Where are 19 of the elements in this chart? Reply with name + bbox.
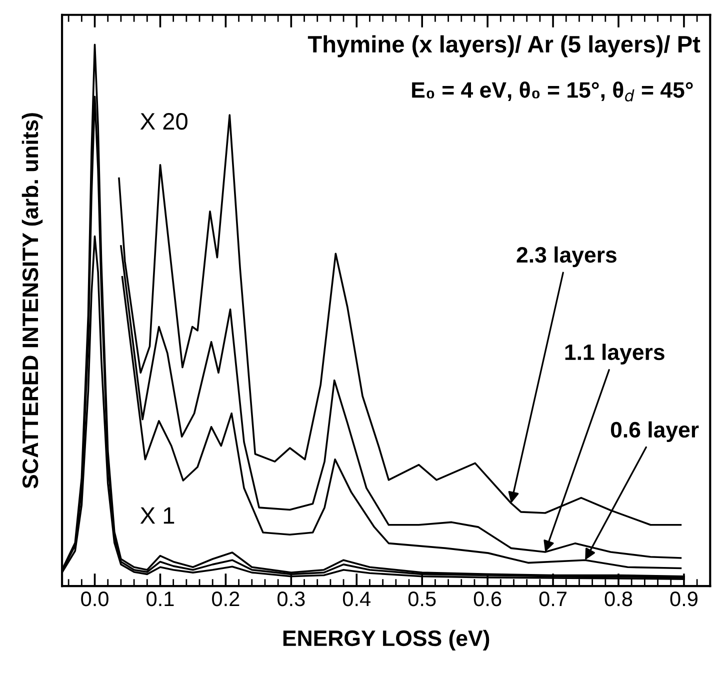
x-axis-title: ENERGY LOSS (eV) [283, 630, 490, 651]
x-tick-label: 0.5 [408, 592, 436, 606]
x-tick-label: 0.6 [474, 592, 502, 606]
annotation: 2.3 layers [516, 246, 616, 268]
x-tick-label: 0.4 [342, 592, 370, 606]
x-tick-label: 0.9 [670, 592, 698, 606]
annotation: 1.1 layers [565, 344, 664, 364]
annotation: X 1 [140, 507, 174, 524]
annotation: 0.6 layer [610, 421, 699, 442]
x-tick-label: 0.8 [604, 592, 632, 606]
x-tick-label: 0.2 [212, 592, 240, 606]
x-tick-label: 0.7 [539, 592, 566, 606]
x-tick-label: 0.0 [81, 592, 108, 606]
x-tick-label: 0.3 [278, 592, 305, 606]
text: E₀ = 4 eV, θ₀ = 15°, θ$_{d}$ = 45° [412, 82, 693, 102]
x-tick-label: 0.1 [146, 592, 174, 606]
y-axis-title: SCATTERED INTENSITY (arb. units) [22, 113, 43, 488]
chart-title: Thymine (x layers)/ Ar (5 layers)/ Pt [308, 35, 700, 58]
annotation: X 20 [140, 113, 188, 130]
